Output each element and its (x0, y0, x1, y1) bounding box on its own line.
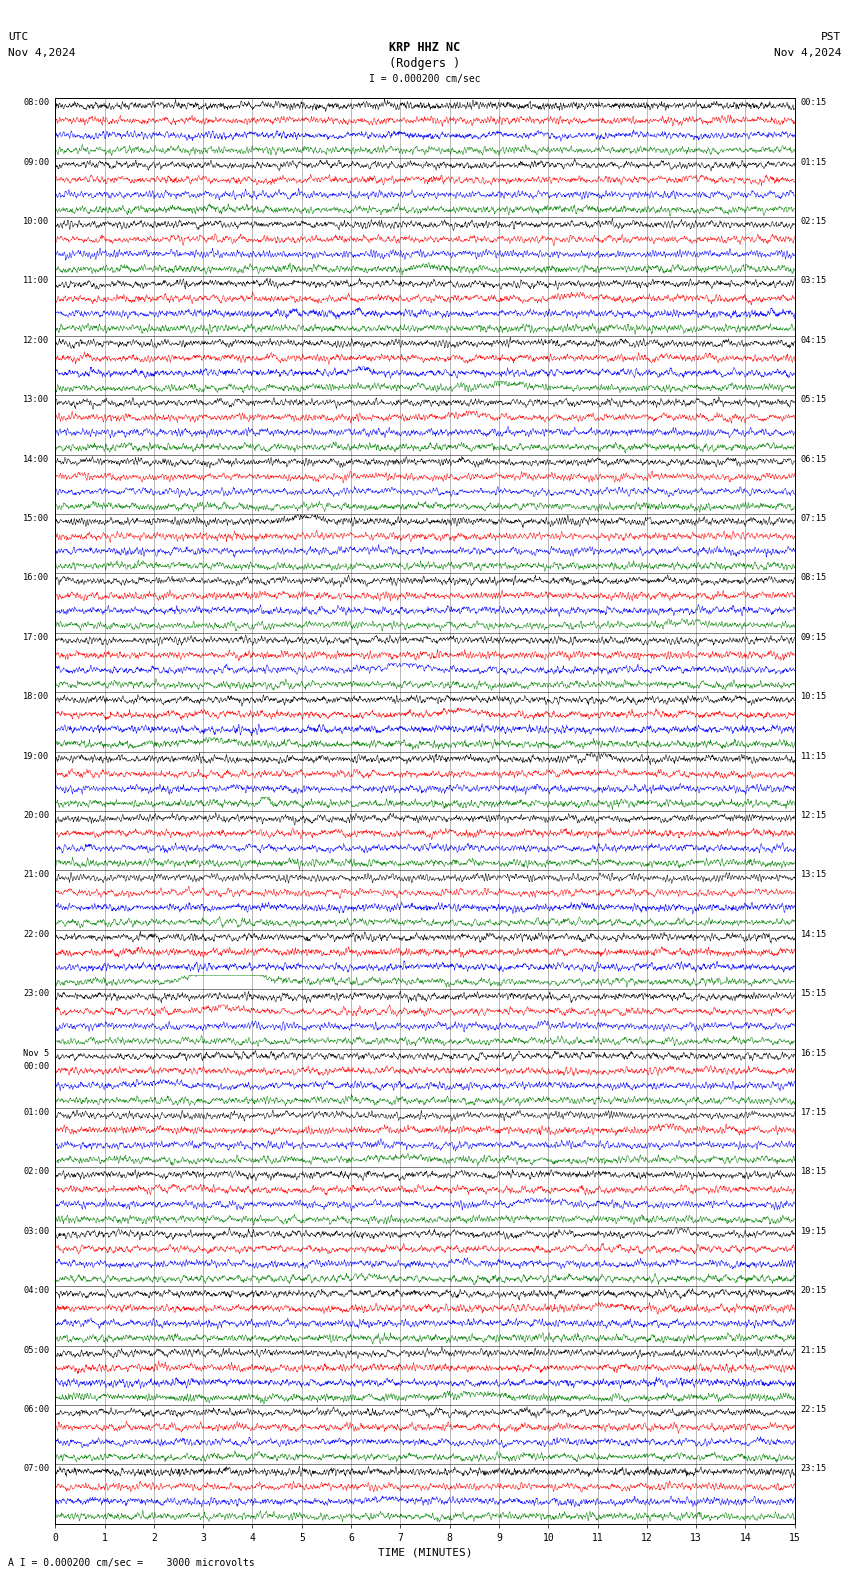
Text: 13:15: 13:15 (801, 871, 827, 879)
Text: 05:15: 05:15 (801, 394, 827, 404)
Text: 18:00: 18:00 (23, 692, 49, 702)
Text: 22:15: 22:15 (801, 1405, 827, 1415)
Text: 16:00: 16:00 (23, 573, 49, 583)
Text: 12:15: 12:15 (801, 811, 827, 821)
Text: 15:15: 15:15 (801, 988, 827, 998)
Text: 06:15: 06:15 (801, 455, 827, 464)
Text: 09:15: 09:15 (801, 632, 827, 642)
Text: 21:15: 21:15 (801, 1345, 827, 1354)
Text: 06:00: 06:00 (23, 1405, 49, 1415)
Text: 02:15: 02:15 (801, 217, 827, 227)
Text: 07:15: 07:15 (801, 515, 827, 523)
Text: 22:00: 22:00 (23, 930, 49, 939)
Text: 17:00: 17:00 (23, 632, 49, 642)
Text: 19:15: 19:15 (801, 1226, 827, 1236)
Text: 05:00: 05:00 (23, 1345, 49, 1354)
Text: 04:15: 04:15 (801, 336, 827, 345)
Text: 10:15: 10:15 (801, 692, 827, 702)
Text: 14:00: 14:00 (23, 455, 49, 464)
Text: 11:00: 11:00 (23, 276, 49, 285)
Text: 23:00: 23:00 (23, 988, 49, 998)
Text: 08:15: 08:15 (801, 573, 827, 583)
Text: PST: PST (821, 32, 842, 41)
Text: 13:00: 13:00 (23, 394, 49, 404)
Text: 01:00: 01:00 (23, 1109, 49, 1117)
Text: 00:15: 00:15 (801, 98, 827, 108)
Text: Nov 4,2024: Nov 4,2024 (8, 48, 76, 57)
Text: 20:00: 20:00 (23, 811, 49, 821)
Text: 03:15: 03:15 (801, 276, 827, 285)
Text: 01:15: 01:15 (801, 158, 827, 166)
Text: 17:15: 17:15 (801, 1109, 827, 1117)
Text: 10:00: 10:00 (23, 217, 49, 227)
Text: 11:15: 11:15 (801, 752, 827, 760)
Text: 18:15: 18:15 (801, 1167, 827, 1177)
Text: 14:15: 14:15 (801, 930, 827, 939)
Text: (Rodgers ): (Rodgers ) (389, 57, 461, 70)
Text: A I = 0.000200 cm/sec =    3000 microvolts: A I = 0.000200 cm/sec = 3000 microvolts (8, 1559, 255, 1568)
Text: 23:15: 23:15 (801, 1464, 827, 1473)
Text: 09:00: 09:00 (23, 158, 49, 166)
X-axis label: TIME (MINUTES): TIME (MINUTES) (377, 1548, 473, 1557)
Text: 19:00: 19:00 (23, 752, 49, 760)
Text: KRP HHZ NC: KRP HHZ NC (389, 41, 461, 54)
Text: UTC: UTC (8, 32, 29, 41)
Text: Nov 4,2024: Nov 4,2024 (774, 48, 842, 57)
Text: 21:00: 21:00 (23, 871, 49, 879)
Text: Nov 5: Nov 5 (23, 1049, 49, 1058)
Text: 00:00: 00:00 (23, 1061, 49, 1071)
Text: 20:15: 20:15 (801, 1286, 827, 1296)
Text: I = 0.000200 cm/sec: I = 0.000200 cm/sec (369, 74, 481, 84)
Text: 12:00: 12:00 (23, 336, 49, 345)
Text: 04:00: 04:00 (23, 1286, 49, 1296)
Text: 16:15: 16:15 (801, 1049, 827, 1058)
Text: 03:00: 03:00 (23, 1226, 49, 1236)
Text: 15:00: 15:00 (23, 515, 49, 523)
Text: 02:00: 02:00 (23, 1167, 49, 1177)
Text: 07:00: 07:00 (23, 1464, 49, 1473)
Text: 08:00: 08:00 (23, 98, 49, 108)
